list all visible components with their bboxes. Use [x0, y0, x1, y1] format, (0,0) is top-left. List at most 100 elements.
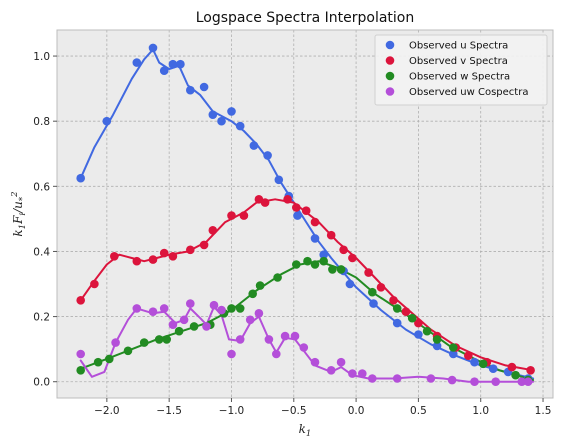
x-tick-label: −2.0: [94, 405, 120, 417]
observed-v-spectra-point: [310, 217, 320, 227]
observed-v-spectra-point: [227, 211, 236, 220]
observed-w-spectra-point: [407, 313, 417, 323]
legend-entry: Observed v Spectra: [409, 56, 508, 67]
observed-v-spectra-point: [148, 255, 158, 264]
observed-w-spectra-point: [303, 256, 312, 266]
x-tick-label: 1.5: [535, 405, 552, 417]
legend-entry: Observed w Spectra: [409, 72, 510, 83]
observed-w-spectra-point: [255, 281, 265, 290]
observed-v-spectra-point: [132, 256, 142, 266]
observed-uw-cospectra-point: [348, 369, 357, 378]
observed-u-spectra-point: [249, 141, 259, 150]
observed-w-spectra-point: [273, 273, 282, 282]
observed-u-spectra-point: [392, 318, 402, 328]
observed-u-spectra-point: [274, 175, 284, 185]
observed-u-spectra-point: [488, 364, 498, 374]
observed-v-spectra-point: [526, 366, 535, 375]
observed-v-spectra-point: [199, 240, 209, 250]
chart-title: Logspace Spectra Interpolation: [196, 10, 414, 26]
observed-uw-cospectra-point: [470, 377, 479, 387]
observed-uw-cospectra-point: [217, 305, 226, 315]
observed-u-spectra-point: [217, 116, 226, 126]
observed-uw-cospectra-point: [235, 335, 245, 344]
axis-label-text: k1Fi/u*2: [10, 191, 28, 236]
observed-v-spectra-point: [507, 362, 517, 372]
observed-v-spectra-point: [401, 307, 411, 317]
observed-u-spectra-point: [159, 66, 169, 75]
observed-uw-cospectra-point: [254, 309, 264, 318]
observed-u-spectra-point: [208, 110, 218, 119]
observed-uw-cospectra-point: [76, 349, 85, 359]
x-tick-label: −1.0: [219, 405, 245, 417]
legend-entry: Observed u Spectra: [409, 41, 508, 52]
observed-uw-cospectra-point: [491, 377, 501, 387]
observed-uw-cospectra-point: [264, 335, 274, 344]
observed-uw-cospectra-point: [517, 377, 527, 387]
observed-v-spectra-point: [339, 245, 348, 255]
observed-u-spectra-point: [227, 107, 236, 116]
observed-u-spectra-point: [176, 59, 185, 69]
y-tick-label: 0.4: [33, 246, 50, 258]
observed-uw-cospectra-point: [447, 375, 457, 385]
observed-w-spectra-point: [422, 326, 432, 336]
observed-w-spectra-point: [432, 335, 442, 344]
plot-frame: [56, 29, 554, 399]
observed-uw-cospectra-point: [392, 374, 402, 383]
observed-v-spectra-point: [326, 230, 336, 240]
observed-u-spectra-point: [76, 173, 85, 183]
observed-v-spectra-point: [389, 296, 398, 305]
observed-v-spectra-point: [186, 245, 195, 255]
legend-marker: [385, 87, 395, 96]
observed-v-spectra-point: [414, 318, 423, 328]
legend-marker: [385, 40, 395, 50]
legend-marker: [385, 71, 395, 81]
observed-w-spectra-point: [310, 260, 320, 269]
observed-uw-cospectra-point: [426, 374, 436, 383]
observed-uw-cospectra-point: [358, 369, 367, 378]
observed-w-spectra-point: [336, 265, 346, 274]
y-tick-label: 0.6: [33, 181, 50, 193]
observed-u-spectra-point: [319, 250, 329, 259]
x-tick-label: 0.0: [348, 405, 365, 417]
observed-v-spectra-point: [90, 279, 99, 289]
observed-uw-cospectra-point: [179, 315, 189, 325]
observed-w-spectra-point: [139, 338, 149, 347]
observed-w-spectra-point: [93, 357, 103, 367]
x-tick-label: −0.5: [281, 405, 307, 417]
observed-u-spectra-point: [432, 341, 442, 351]
observed-w-spectra-point: [328, 265, 337, 274]
legend-box: [374, 34, 548, 106]
y-tick-label: 1.0: [33, 51, 50, 63]
legend-entry: Observed uw Cospectra: [409, 87, 528, 98]
y-axis-ticks: 0.0 0.2 0.4 0.6 0.8 1.0: [33, 51, 57, 389]
observed-v-spectra-point: [76, 296, 85, 305]
observed-u-spectra-point: [293, 211, 302, 220]
observed-v-spectra-point: [168, 251, 178, 261]
observed-uw-cospectra-point: [159, 304, 169, 313]
observed-uw-cospectra-point: [148, 307, 158, 317]
observed-v-spectra-point: [348, 253, 357, 263]
observed-v-spectra-point: [208, 226, 218, 235]
observed-v-spectra-point: [292, 203, 301, 212]
x-tick-label: 0.5: [410, 405, 427, 417]
observed-w-spectra-point: [368, 287, 377, 297]
observed-w-spectra-point: [154, 335, 164, 344]
observed-uw-cospectra-point: [245, 315, 255, 325]
observed-w-spectra-point: [174, 326, 184, 336]
observed-w-spectra-point: [105, 354, 114, 364]
observed-uw-cospectra-point: [280, 331, 290, 341]
observed-u-spectra-point: [186, 85, 195, 95]
x-tick-label: −1.5: [156, 405, 182, 417]
observed-uw-cospectra-point: [368, 374, 377, 383]
observed-uw-cospectra-point: [202, 322, 211, 331]
observed-uw-cospectra-point: [132, 304, 142, 313]
observed-w-spectra-point: [162, 335, 171, 344]
observed-u-spectra-point: [102, 116, 112, 126]
observed-u-spectra-point: [449, 349, 458, 359]
observed-v-spectra-point: [464, 351, 473, 361]
observed-u-spectra-point: [263, 151, 272, 160]
observed-u-spectra-point: [235, 121, 245, 131]
observed-w-spectra-point: [292, 260, 301, 269]
observed-uw-cospectra-point: [272, 349, 281, 359]
